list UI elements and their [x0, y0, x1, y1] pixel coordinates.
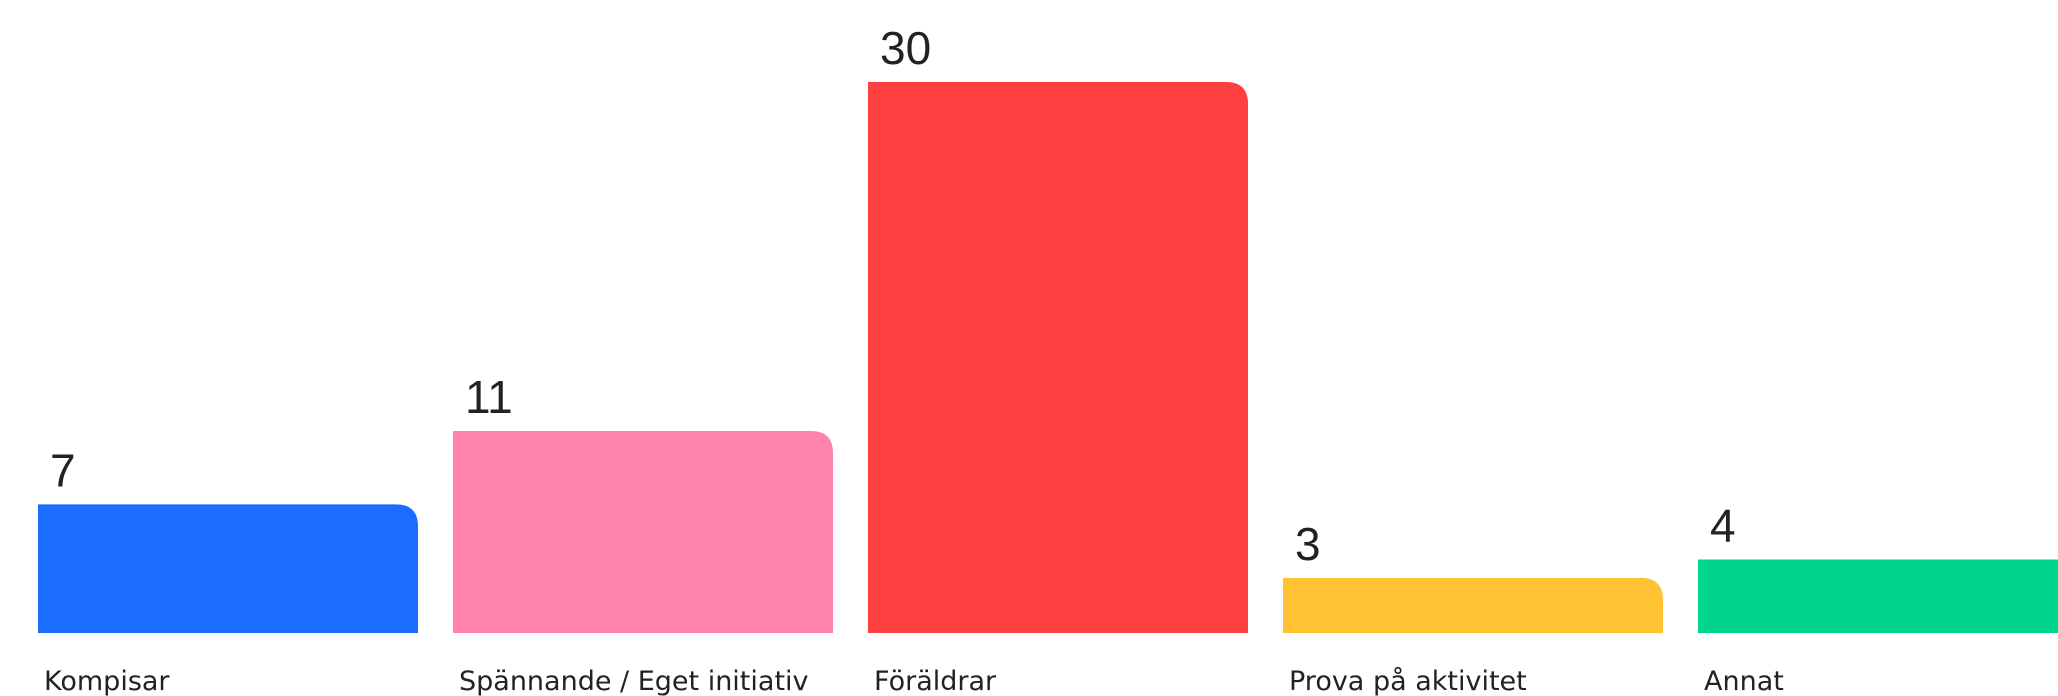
value-label-kompisar: 7 [50, 444, 76, 496]
value-label-prova-pa-aktivitet: 3 [1295, 518, 1321, 570]
bar-prova-pa-aktivitet [1283, 577, 1663, 633]
value-label-foraldrar: 30 [880, 22, 931, 74]
bar-foraldrar [868, 82, 1248, 633]
value-label-annat: 4 [1710, 500, 1736, 552]
category-labels-group: Kompisar Spännande / Eget initiativ Föräld… [44, 666, 1784, 696]
category-label-spannande-eget-initiativ: Spännande / Eget initiativ [459, 666, 809, 696]
category-label-annat: Annat [1704, 666, 1784, 696]
bar-annat [1698, 559, 2058, 633]
bars-group [38, 82, 2058, 633]
bar-kompisar [38, 504, 418, 633]
bar-spannande-eget-initiativ [453, 430, 833, 633]
category-label-prova-pa-aktivitet: Prova på aktivitet [1289, 666, 1527, 696]
value-label-spannande-eget-initiativ: 11 [465, 371, 513, 423]
category-label-kompisar: Kompisar [44, 666, 170, 696]
category-label-foraldrar: Föräldrar [874, 666, 997, 696]
value-labels-group: 7 11 30 3 4 [50, 22, 1736, 570]
